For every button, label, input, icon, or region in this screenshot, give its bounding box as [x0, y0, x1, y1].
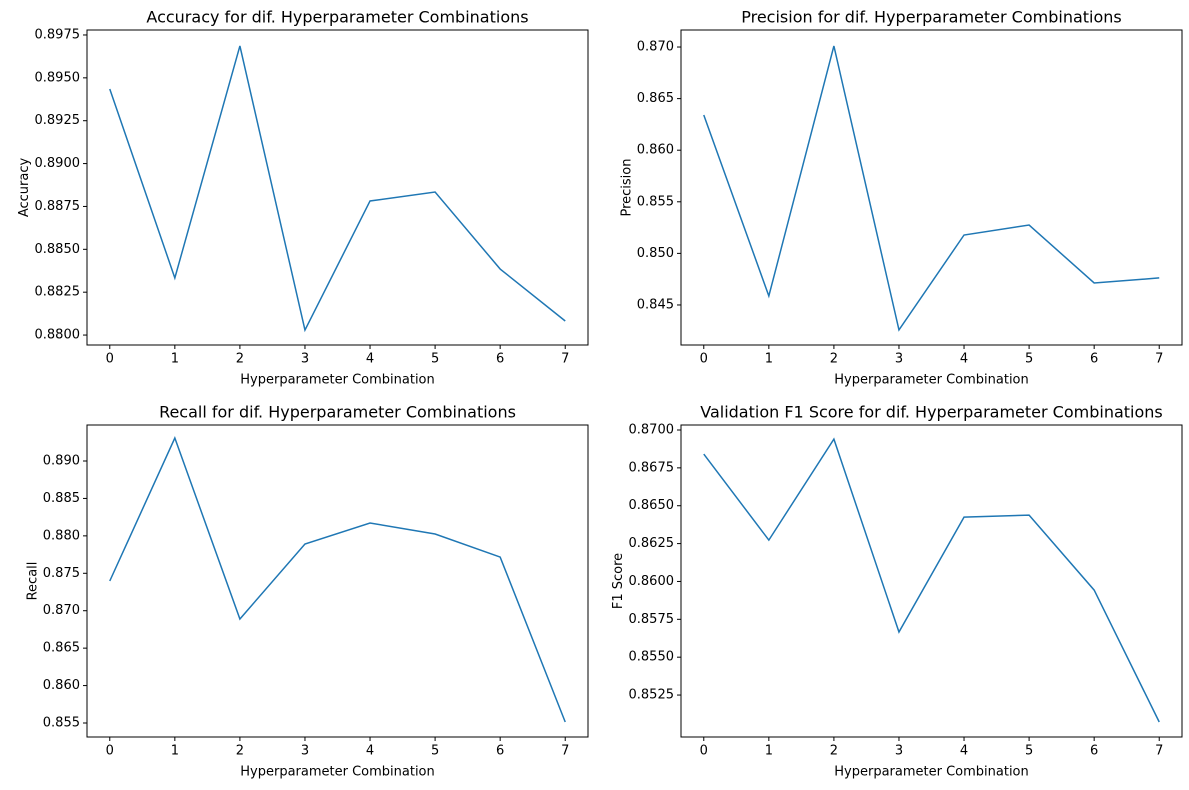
x-tick-label: 3 — [301, 352, 309, 367]
x-tick-label: 6 — [496, 744, 504, 759]
y-tick-label: 0.860 — [637, 143, 674, 158]
x-tick-label: 1 — [171, 352, 179, 367]
y-tick-label: 0.8800 — [35, 328, 81, 343]
x-tick-label: 2 — [830, 744, 838, 759]
y-tick-label: 0.8650 — [629, 498, 675, 513]
y-axis-label: Accuracy — [17, 158, 32, 218]
y-tick-label: 0.850 — [637, 246, 674, 261]
x-tick-label: 0 — [106, 744, 114, 759]
x-tick-label: 0 — [700, 744, 708, 759]
y-tick-label: 0.865 — [637, 91, 674, 106]
x-axis-label: Hyperparameter Combination — [240, 765, 435, 780]
x-tick-label: 5 — [1025, 744, 1033, 759]
x-tick-label: 2 — [830, 352, 838, 367]
x-tick-label: 7 — [1155, 352, 1163, 367]
chart-title: Validation F1 Score for dif. Hyperparame… — [700, 403, 1163, 422]
x-tick-label: 3 — [895, 744, 903, 759]
x-tick-label: 5 — [1025, 352, 1033, 367]
x-axis-label: Hyperparameter Combination — [240, 373, 435, 388]
y-tick-label: 0.8825 — [35, 285, 81, 300]
x-tick-label: 0 — [700, 352, 708, 367]
y-tick-label: 0.8950 — [35, 70, 81, 85]
y-tick-label: 0.8925 — [35, 113, 81, 128]
x-axis-label: Hyperparameter Combination — [834, 373, 1029, 388]
x-tick-label: 7 — [561, 744, 569, 759]
data-line — [703, 437, 1160, 723]
chart-title: Accuracy for dif. Hyperparameter Combina… — [146, 8, 528, 27]
y-tick-label: 0.870 — [637, 40, 674, 55]
y-tick-label: 0.860 — [43, 678, 80, 693]
y-tick-label: 0.855 — [637, 194, 674, 209]
y-tick-label: 0.8550 — [629, 650, 675, 665]
x-tick-label: 5 — [431, 352, 439, 367]
x-tick-label: 1 — [171, 744, 179, 759]
x-tick-label: 4 — [960, 352, 968, 367]
x-axis-label: Hyperparameter Combination — [834, 765, 1029, 780]
chart-title: Recall for dif. Hyperparameter Combinati… — [159, 403, 516, 422]
x-tick-label: 7 — [561, 352, 569, 367]
y-tick-label: 0.885 — [43, 491, 80, 506]
x-tick-label: 6 — [1090, 744, 1098, 759]
x-tick-label: 6 — [1090, 352, 1098, 367]
plot-frame — [680, 29, 1183, 346]
y-tick-label: 0.8600 — [629, 574, 675, 589]
y-tick-label: 0.880 — [43, 528, 80, 543]
y-tick-label: 0.8850 — [35, 242, 81, 257]
x-tick-label: 2 — [236, 744, 244, 759]
y-tick-label: 0.8875 — [35, 199, 81, 214]
y-tick-label: 0.8975 — [35, 27, 81, 42]
data-line — [109, 45, 566, 333]
y-tick-label: 0.890 — [43, 454, 80, 469]
x-tick-label: 3 — [301, 744, 309, 759]
y-tick-label: 0.8575 — [629, 612, 675, 627]
x-tick-label: 4 — [960, 744, 968, 759]
y-tick-label: 0.8700 — [629, 422, 675, 437]
x-tick-label: 5 — [431, 744, 439, 759]
y-tick-label: 0.855 — [43, 716, 80, 731]
x-tick-label: 4 — [366, 352, 374, 367]
y-tick-label: 0.8625 — [629, 536, 675, 551]
y-tick-label: 0.875 — [43, 566, 80, 581]
y-tick-label: 0.865 — [43, 641, 80, 656]
x-tick-label: 2 — [236, 352, 244, 367]
x-tick-label: 6 — [496, 352, 504, 367]
x-tick-label: 3 — [895, 352, 903, 367]
x-tick-label: 1 — [765, 352, 773, 367]
y-tick-label: 0.8525 — [629, 688, 675, 703]
y-tick-label: 0.8900 — [35, 156, 81, 171]
y-tick-label: 0.8675 — [629, 460, 675, 475]
y-axis-label: Recall — [25, 562, 40, 601]
y-tick-label: 0.845 — [637, 297, 674, 312]
plot-frame — [680, 424, 1183, 738]
x-tick-label: 1 — [765, 744, 773, 759]
chart-title: Precision for dif. Hyperparameter Combin… — [741, 8, 1122, 27]
plot-frame — [86, 424, 589, 738]
x-tick-label: 0 — [106, 352, 114, 367]
x-tick-label: 7 — [1155, 744, 1163, 759]
data-line — [703, 45, 1160, 332]
plot-frame — [86, 29, 589, 346]
y-axis-label: F1 Score — [611, 553, 626, 609]
x-tick-label: 4 — [366, 744, 374, 759]
y-axis-label: Precision — [619, 158, 634, 216]
y-tick-label: 0.870 — [43, 603, 80, 618]
data-line — [109, 436, 566, 723]
